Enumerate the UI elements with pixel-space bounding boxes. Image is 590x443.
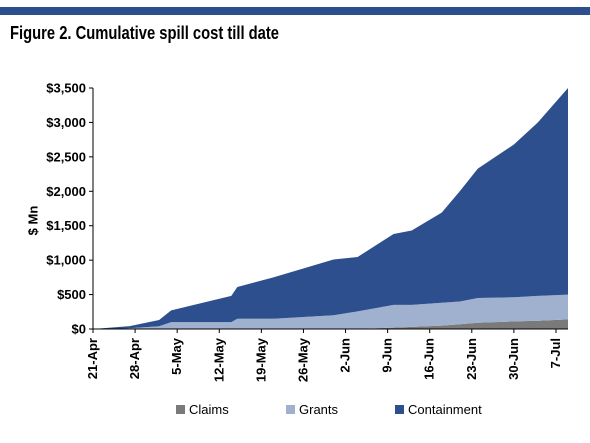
y-tick-labels: $0 $500 $1,000 $1,500 $2,000 $2,500 $3,000 $3,5…	[46, 81, 86, 337]
y-tick-label: $2,500	[46, 149, 86, 164]
y-tick-label: $500	[57, 287, 86, 302]
x-tick-label: 16-Jun	[422, 338, 437, 380]
legend-label-grants: Grants	[299, 402, 339, 417]
legend-item-containment: Containment	[395, 402, 482, 417]
header-bar	[0, 7, 590, 15]
y-tick-label: $1,000	[46, 253, 86, 268]
x-tick-label: 21-Apr	[85, 338, 100, 379]
chart-axes	[89, 87, 568, 333]
area-series-claims	[93, 319, 568, 329]
x-tick-label: 2-Jun	[338, 338, 353, 373]
x-tick-label: 26-May	[295, 337, 310, 382]
x-tick-label: 19-May	[253, 337, 268, 382]
figure-title: Figure 2. Cumulative spill cost till dat…	[10, 23, 280, 43]
x-tick-label: 5-May	[169, 337, 184, 375]
area-series-containment	[93, 88, 568, 329]
legend-swatch-containment	[395, 405, 404, 414]
x-tick-label: 7-Jul	[548, 338, 563, 368]
legend-item-grants: Grants	[286, 402, 338, 417]
legend-item-claims: Claims	[176, 402, 229, 417]
x-tick-labels: 21-Apr 28-Apr 5-May 12-May 19-May 26-May 2-Jun…	[85, 337, 563, 382]
x-tick-label: 28-Apr	[127, 338, 142, 379]
y-tick-label: $3,500	[46, 81, 86, 96]
chart-areas	[93, 88, 568, 329]
legend-label-containment: Containment	[408, 402, 482, 417]
y-tick-label: $1,500	[46, 218, 86, 233]
x-tick-label: 12-May	[211, 337, 226, 382]
legend-swatch-grants	[286, 405, 295, 414]
y-tick-label: $2,000	[46, 184, 86, 199]
legend-swatch-claims	[176, 405, 185, 414]
x-tick-label: 23-Jun	[464, 338, 479, 380]
y-tick-label: $3,000	[46, 115, 86, 130]
legend-label-claims: Claims	[189, 402, 229, 417]
x-tick-label: 30-Jun	[506, 338, 521, 380]
area-series-grants	[93, 294, 568, 329]
x-tick-label: 9-Jun	[380, 338, 395, 373]
y-tick-label: $0	[72, 322, 86, 337]
